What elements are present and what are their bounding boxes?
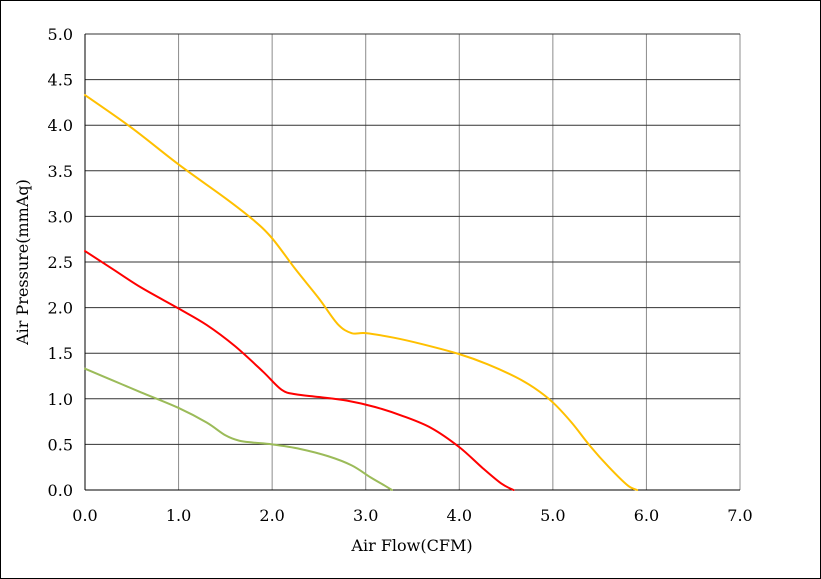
x-tick-label: 3.0 [353,506,378,525]
y-tick-label: 2.5 [48,253,73,272]
x-tick-label: 7.0 [727,506,752,525]
grid [84,33,741,491]
x-tick-label: 1.0 [166,506,191,525]
y-tick-label: 1.5 [48,344,73,363]
y-axis-label: Air Pressure(mmAq) [13,179,32,346]
y-tick-label: 4.0 [48,116,73,135]
x-tick-label: 5.0 [540,506,565,525]
series-line-3 [84,367,393,491]
y-tick-label: 1.0 [48,390,73,409]
x-tick-label: 0.0 [72,506,97,525]
series-line-1 [84,94,639,491]
y-tick-label: 5.0 [48,25,73,44]
x-tick-label: 2.0 [259,506,284,525]
series-line-2 [84,250,515,491]
y-tick-label: 4.5 [48,71,73,90]
y-tick-labels: 0.0 0.5 1.0 1.5 2.0 2.5 3.0 3.5 4.0 4.5 5.0 [48,25,73,500]
x-tick-label: 4.0 [447,506,472,525]
y-tick-label: 2.0 [48,299,73,318]
x-tick-labels: 0.0 1.0 2.0 3.0 4.0 5.0 6.0 7.0 [72,506,752,525]
series-layer [84,94,639,491]
y-tick-label: 3.0 [48,207,73,226]
y-tick-label: 3.5 [48,162,73,181]
x-tick-label: 6.0 [634,506,659,525]
y-tick-label: 0.5 [48,435,73,454]
y-tick-label: 0.0 [48,481,73,500]
x-axis-label: Air Flow(CFM) [350,536,472,555]
